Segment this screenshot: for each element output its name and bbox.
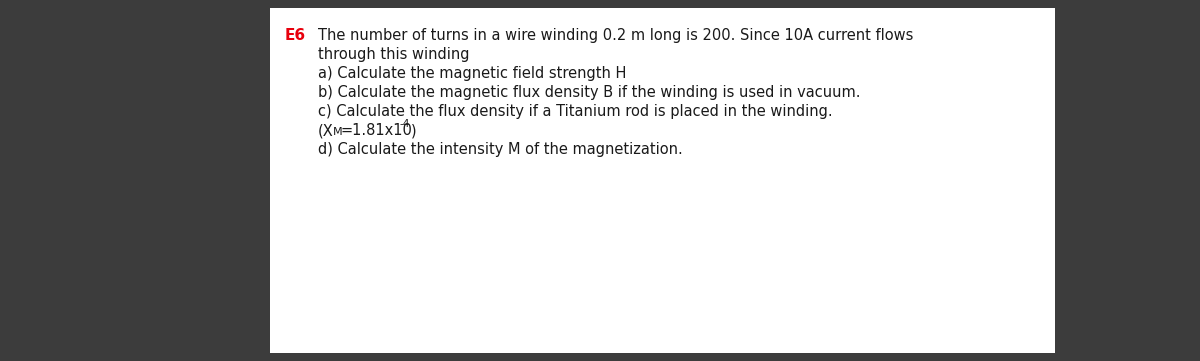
Text: -4: -4 [398,119,409,129]
Text: through this winding: through this winding [318,47,469,62]
Text: The number of turns in a wire winding 0.2 m long is 200. Since 10A current flows: The number of turns in a wire winding 0.… [318,28,913,43]
Text: E6: E6 [286,28,306,43]
FancyBboxPatch shape [270,8,1055,353]
Text: ): ) [410,123,416,138]
Text: d) Calculate the intensity M of the magnetization.: d) Calculate the intensity M of the magn… [318,142,683,157]
Text: c) Calculate the flux density if a Titanium rod is placed in the winding.: c) Calculate the flux density if a Titan… [318,104,833,119]
Text: b) Calculate the magnetic flux density B if the winding is used in vacuum.: b) Calculate the magnetic flux density B… [318,85,860,100]
Text: a) Calculate the magnetic field strength H: a) Calculate the magnetic field strength… [318,66,626,81]
Text: =1.81x10: =1.81x10 [341,123,413,138]
Text: M: M [332,127,342,137]
Text: (X: (X [318,123,334,138]
